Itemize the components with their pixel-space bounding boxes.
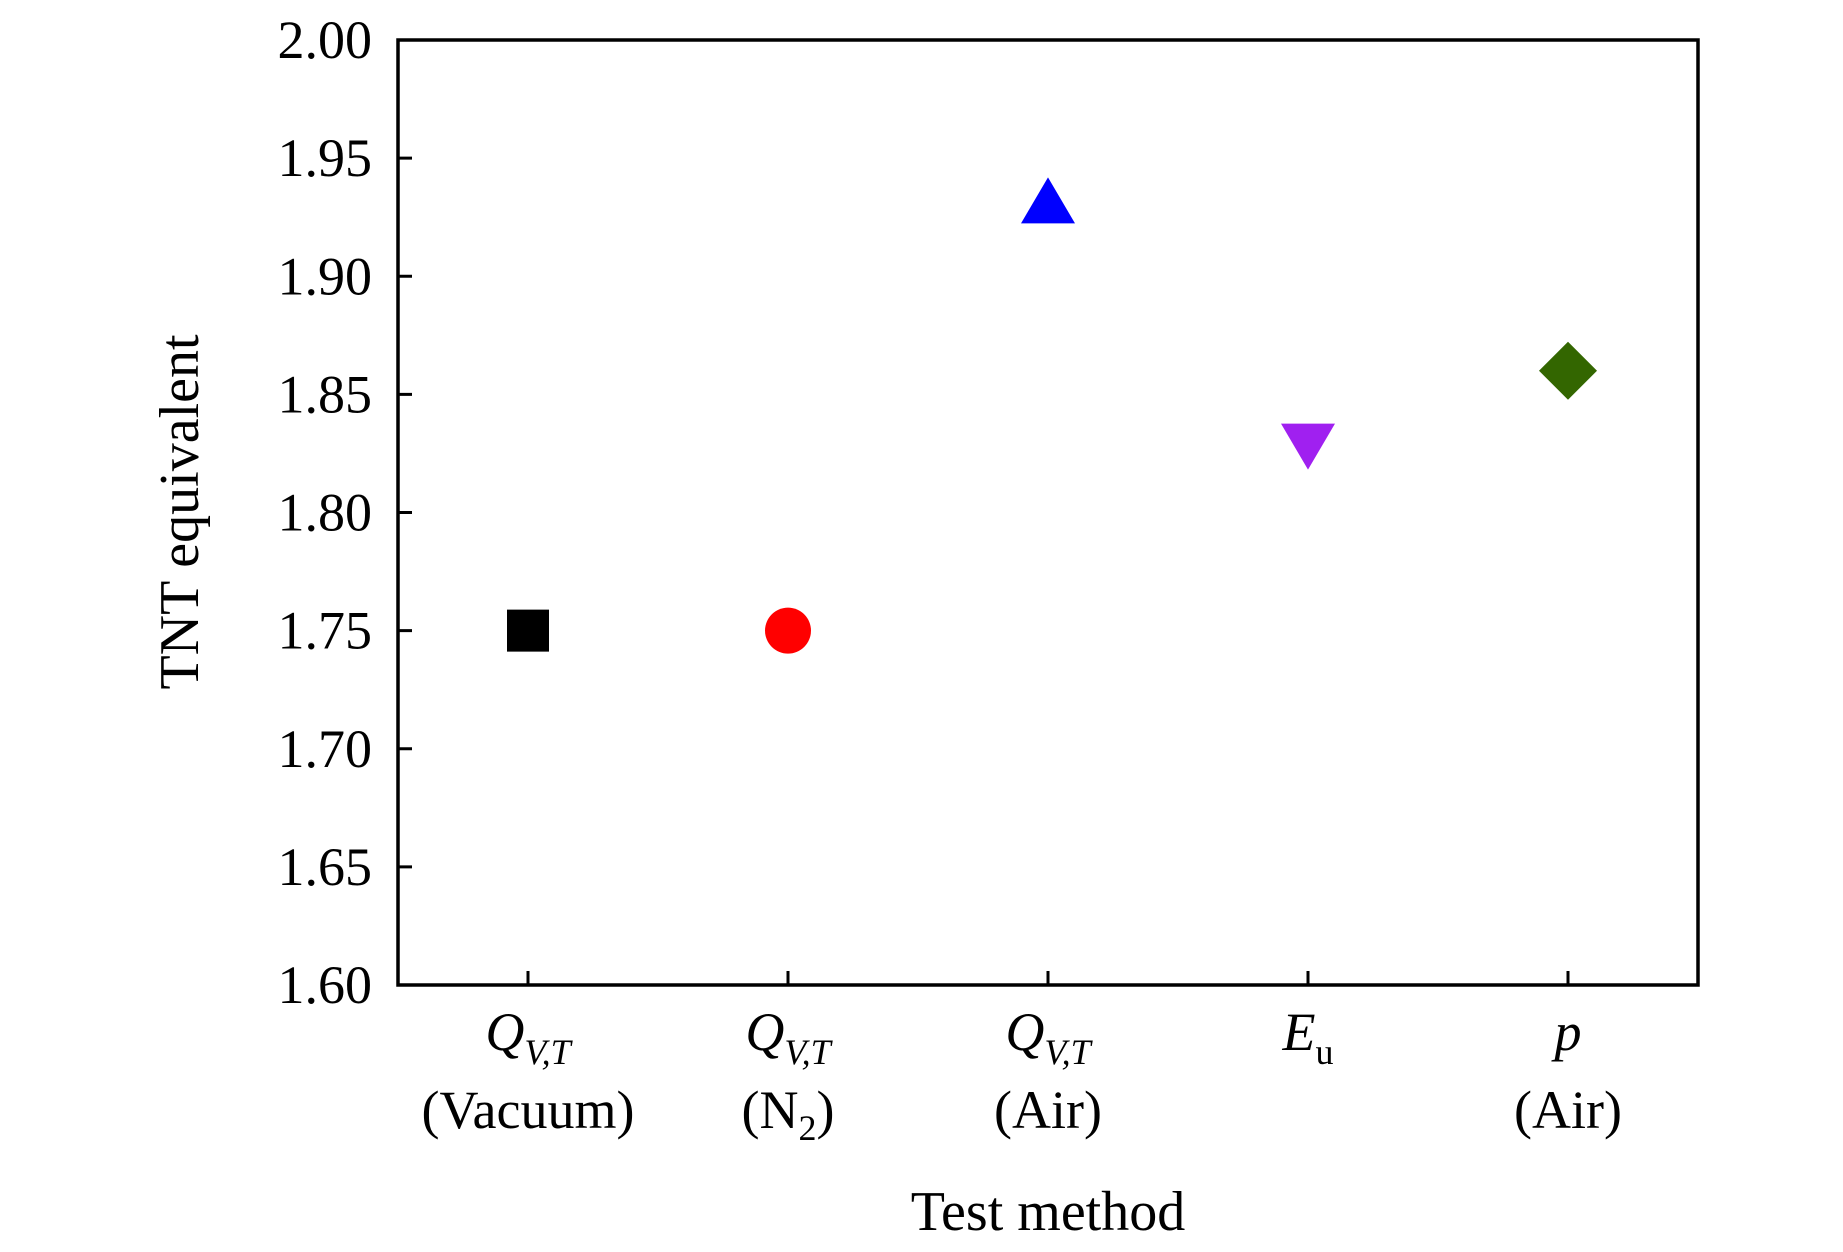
x-tick-label-sub: V,T — [784, 1032, 833, 1072]
y-tick-label: 1.70 — [278, 719, 373, 779]
x-axis: QV,T(Vacuum)QV,T(N2)QV,T(Air)Eu p(Air) — [422, 971, 1622, 1148]
x-tick-label: Eu — [1282, 1002, 1334, 1072]
y-tick-label: 2.00 — [278, 10, 373, 70]
x-tick-label: QV,T — [745, 1002, 833, 1072]
y-axis: 1.60 1.65 1.70 1.75 1.80 1.85 1.90 1.95 2.00 — [278, 10, 412, 1015]
x-tick-label-line2: (Air) — [994, 1080, 1102, 1140]
y-tick-label: 1.80 — [278, 483, 373, 543]
x-tick-label-main: E — [1282, 1002, 1316, 1062]
x-tick-label-line2: (Air) — [1514, 1080, 1622, 1140]
data-point-triangle-down — [1281, 423, 1335, 470]
data-point-circle — [765, 607, 811, 654]
x-tick-label-sub: u — [1316, 1032, 1334, 1072]
x-tick-label-main: p — [1551, 1002, 1582, 1062]
x-tick-label-sub: V,T — [1044, 1032, 1093, 1072]
y-tick-label: 1.60 — [278, 955, 373, 1015]
x-tick-label-main: Q — [485, 1002, 524, 1062]
y-tick-label: 1.85 — [278, 364, 373, 424]
y-axis-title: TNT equivalent — [149, 334, 211, 690]
x-tick-label-main: Q — [745, 1002, 784, 1062]
data-point-diamond — [1539, 341, 1597, 400]
x-tick-label-main: Q — [1005, 1002, 1044, 1062]
data-point-triangle-up — [1021, 177, 1075, 224]
y-tick-label: 1.75 — [278, 601, 373, 661]
x-tick-label-line2: (Vacuum) — [422, 1080, 635, 1140]
x-tick-label: QV,T — [1005, 1002, 1093, 1072]
x-tick-label: p — [1551, 1002, 1582, 1062]
y-tick-label: 1.90 — [278, 246, 373, 306]
x-axis-title: Test method — [911, 1181, 1185, 1243]
data-point-square — [507, 609, 549, 652]
data-markers — [507, 177, 1597, 654]
y-tick-label: 1.95 — [278, 128, 373, 188]
x-tick-label: QV,T — [485, 1002, 573, 1072]
y-tick-label: 1.65 — [278, 837, 373, 897]
x-tick-label-sub: V,T — [524, 1032, 573, 1072]
x-tick-label-line2: (N2) — [742, 1080, 835, 1148]
